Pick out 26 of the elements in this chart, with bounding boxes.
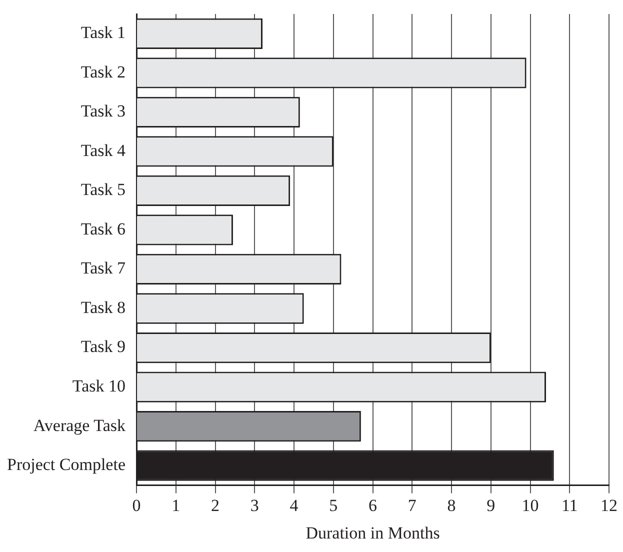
x-tick-label: 5 [329, 496, 338, 515]
x-tick-label: 11 [561, 496, 578, 515]
x-tick-label: 4 [290, 496, 299, 515]
y-tick-label: Task 6 [80, 219, 126, 238]
x-tick-label: 6 [368, 496, 377, 515]
y-tick-label: Task 7 [80, 258, 126, 278]
y-tick-label: Project Complete [6, 455, 126, 474]
y-tick-label: Task 1 [80, 23, 126, 42]
y-tick-label: Task 10 [72, 376, 126, 396]
y-tick-label: Task 9 [80, 337, 126, 356]
y-tick-label: Task 4 [80, 140, 126, 160]
x-tick-label: 8 [447, 496, 456, 515]
x-tick-label: 10 [522, 496, 539, 515]
x-tick-label: 1 [172, 496, 180, 515]
x-axis-title: Duration in Months [306, 523, 440, 542]
x-tick-label: 0 [132, 496, 141, 515]
x-tick-label: 12 [600, 496, 618, 515]
y-tick-label: Task 5 [80, 180, 126, 200]
y-tick-label: Average Task [33, 416, 126, 435]
y-tick-label: Task 3 [80, 102, 126, 121]
x-tick-label: 2 [211, 496, 220, 515]
y-tick-label: Task 8 [80, 298, 126, 317]
y-tick-label: Task 2 [80, 62, 126, 82]
x-tick-label: 9 [486, 496, 496, 515]
x-tick-label: 7 [408, 496, 417, 515]
x-tick-label: 3 [250, 496, 259, 515]
